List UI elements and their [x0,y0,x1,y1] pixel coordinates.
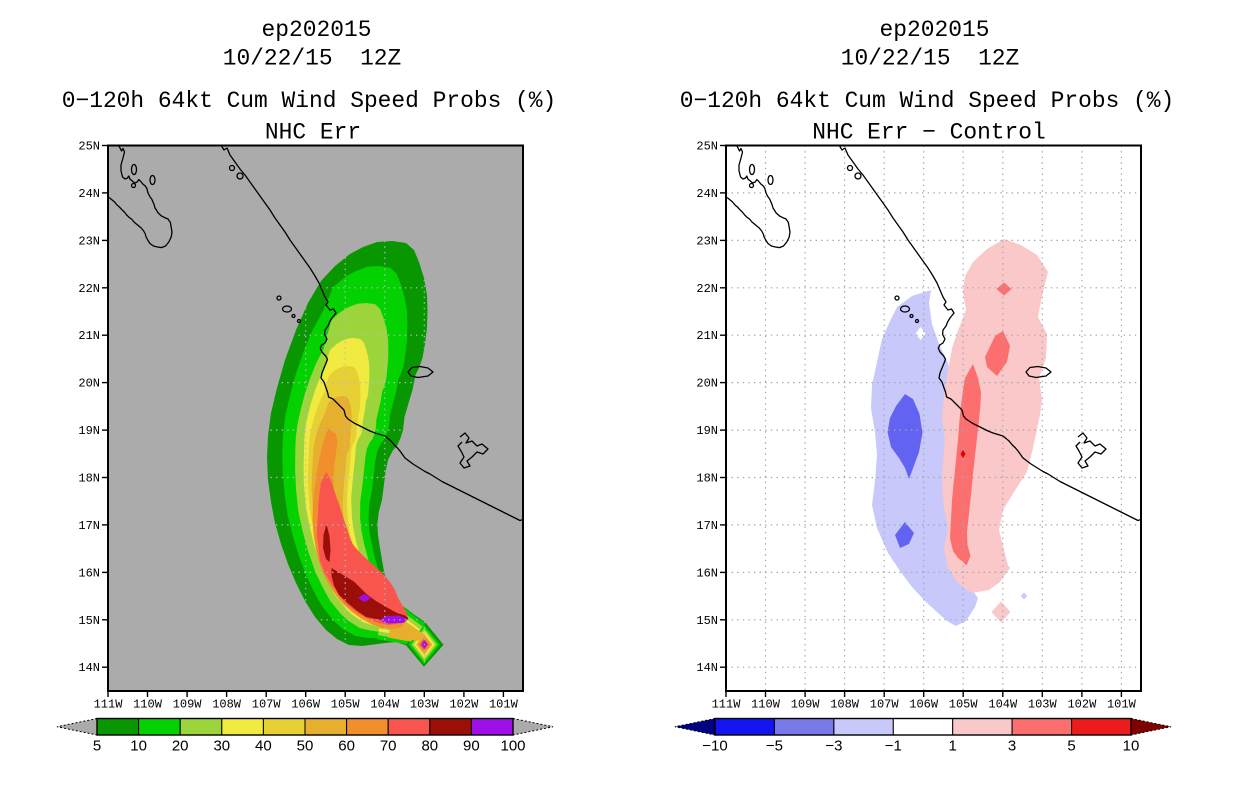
svg-text:109W: 109W [173,698,203,712]
svg-text:10/22/15 12Z: 10/22/15 12Z [841,46,1020,72]
svg-text:40: 40 [255,738,272,755]
svg-text:ep202015: ep202015 [880,17,990,43]
svg-text:3: 3 [1008,738,1016,755]
svg-text:15N: 15N [696,614,718,628]
svg-text:NHC Err − Control: NHC Err − Control [812,120,1046,146]
svg-text:104W: 104W [370,698,400,712]
svg-text:21N: 21N [78,329,100,343]
svg-text:106W: 106W [909,698,939,712]
svg-text:−10: −10 [702,738,727,755]
svg-text:22N: 22N [78,282,100,296]
svg-text:30: 30 [213,738,230,755]
svg-text:50: 50 [297,738,314,755]
svg-text:25N: 25N [696,140,718,154]
svg-text:−3: −3 [825,738,842,755]
svg-text:101W: 101W [489,698,519,712]
svg-text:10: 10 [1123,738,1140,755]
svg-text:10/22/15 12Z: 10/22/15 12Z [223,46,402,72]
svg-text:20N: 20N [78,377,100,391]
svg-text:103W: 103W [1028,698,1058,712]
svg-text:19N: 19N [696,424,718,438]
svg-text:108W: 108W [212,698,242,712]
svg-text:104W: 104W [988,698,1018,712]
svg-text:80: 80 [421,738,438,755]
svg-text:22N: 22N [696,282,718,296]
svg-text:106W: 106W [291,698,321,712]
svg-text:90: 90 [463,738,480,755]
svg-text:14N: 14N [696,661,718,675]
svg-text:15N: 15N [78,614,100,628]
svg-text:10: 10 [130,738,147,755]
svg-text:107W: 107W [252,698,282,712]
svg-text:108W: 108W [830,698,860,712]
svg-text:70: 70 [380,738,397,755]
svg-text:5: 5 [1067,738,1075,755]
svg-text:23N: 23N [696,234,718,248]
svg-text:101W: 101W [1107,698,1137,712]
svg-text:0−120h 64kt Cum Wind Speed Pro: 0−120h 64kt Cum Wind Speed Probs (%) [62,88,557,114]
svg-text:ep202015: ep202015 [262,17,372,43]
svg-text:23N: 23N [78,234,100,248]
svg-text:20: 20 [172,738,189,755]
svg-text:20N: 20N [696,377,718,391]
svg-text:14N: 14N [78,661,100,675]
svg-text:110W: 110W [751,698,781,712]
svg-text:24N: 24N [696,187,718,201]
svg-text:17N: 17N [78,519,100,533]
svg-text:16N: 16N [78,566,100,580]
svg-text:103W: 103W [410,698,440,712]
svg-text:0−120h 64kt Cum Wind Speed Pro: 0−120h 64kt Cum Wind Speed Probs (%) [680,88,1175,114]
svg-text:60: 60 [338,738,355,755]
svg-text:109W: 109W [791,698,821,712]
svg-text:−5: −5 [766,738,783,755]
svg-text:16N: 16N [696,566,718,580]
svg-text:105W: 105W [949,698,979,712]
svg-text:18N: 18N [696,472,718,486]
svg-text:1: 1 [949,738,957,755]
svg-text:18N: 18N [78,472,100,486]
svg-text:111W: 111W [94,698,124,712]
svg-text:17N: 17N [696,519,718,533]
svg-text:19N: 19N [78,424,100,438]
svg-text:24N: 24N [78,187,100,201]
svg-text:107W: 107W [870,698,900,712]
svg-text:111W: 111W [712,698,742,712]
svg-text:−1: −1 [885,738,902,755]
svg-text:102W: 102W [449,698,479,712]
svg-text:110W: 110W [133,698,163,712]
svg-text:100: 100 [500,738,525,755]
svg-text:5: 5 [93,738,101,755]
svg-text:NHC Err: NHC Err [265,120,361,146]
svg-text:21N: 21N [696,329,718,343]
svg-text:105W: 105W [331,698,361,712]
svg-text:102W: 102W [1067,698,1097,712]
svg-text:25N: 25N [78,140,100,154]
